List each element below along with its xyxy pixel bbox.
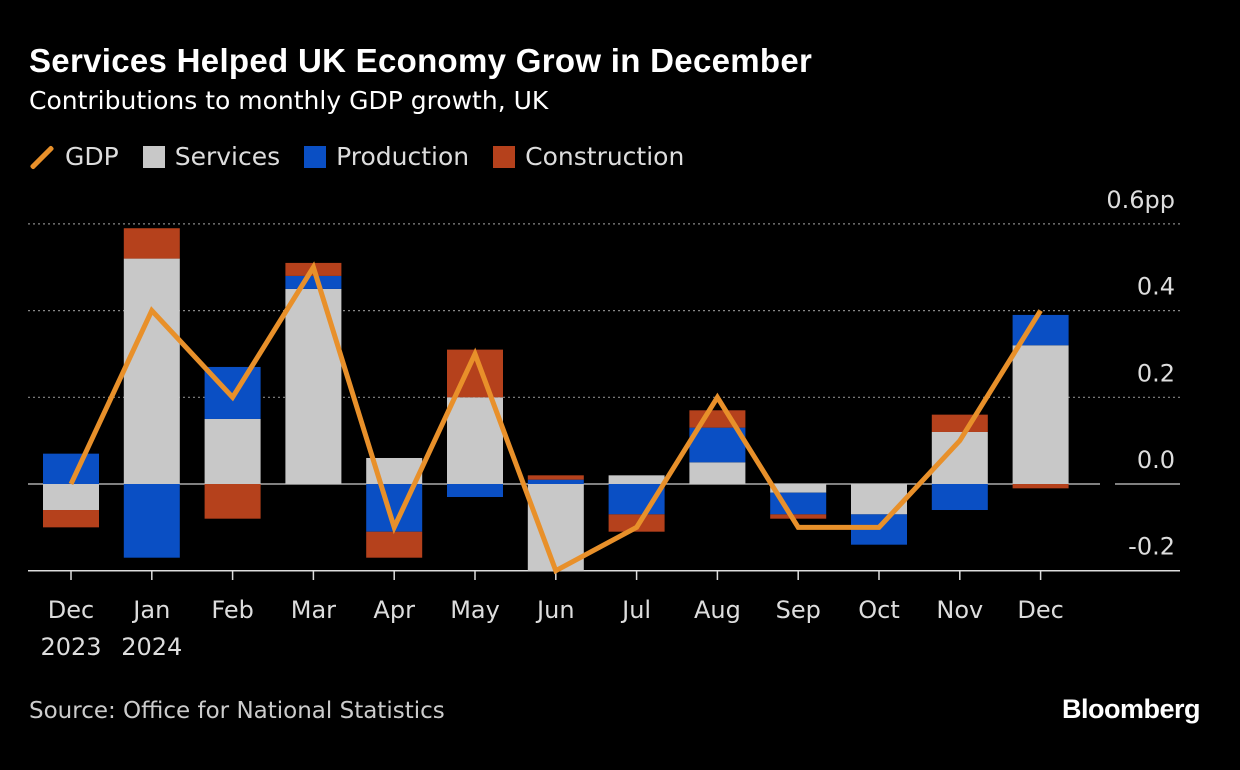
x-tick-label: Mar (291, 596, 336, 624)
chart-title: Services Helped UK Economy Grow in Decem… (29, 42, 813, 79)
bar-services (123, 258, 180, 484)
x-tick-label: Feb (211, 596, 254, 624)
bar-production (931, 484, 988, 511)
legend-item-construction: Construction (493, 142, 684, 171)
bar-construction (204, 484, 261, 519)
x-tick-label: Jan (131, 596, 170, 624)
y-tick-label: -0.2 (1128, 533, 1175, 561)
bar-production (527, 479, 584, 484)
legend-item-gdp: GDP (29, 142, 119, 171)
bar-services (770, 484, 827, 493)
bar-production (447, 484, 503, 498)
x-tick-label: Jun (535, 596, 575, 624)
y-tick-label: 0.6pp (1106, 186, 1175, 214)
bar-services (689, 462, 746, 484)
legend-label: Services (174, 142, 281, 171)
y-tick-label: 0.0 (1137, 446, 1175, 474)
bar-construction (366, 531, 423, 558)
y-tick-label: 0.2 (1137, 359, 1175, 387)
legend-item-production: Production (304, 142, 469, 171)
x-tick-label: Aug (694, 596, 741, 624)
bloomberg-logo: Bloomberg (1061, 694, 1201, 724)
bar-production (285, 275, 342, 289)
bar-services (447, 397, 503, 484)
bar-services (43, 484, 99, 511)
x-tick-label: Sep (776, 596, 821, 624)
y-tick-label: 0.4 (1137, 273, 1175, 301)
x-tick-year-label: 2023 (40, 633, 101, 661)
x-tick-year-label: 2024 (121, 633, 182, 661)
bar-construction (527, 475, 584, 480)
x-tick-label: Jul (620, 596, 651, 624)
x-tick-label: Oct (858, 596, 900, 624)
legend: GDP Services Production Construction (29, 142, 708, 171)
bar-production (123, 484, 180, 558)
bar-construction (123, 228, 180, 259)
legend-swatch (142, 145, 165, 168)
legend-swatch (493, 145, 516, 168)
source-note: Source: Office for National Statistics (29, 698, 445, 724)
bar-services (608, 475, 665, 484)
bar-services (1012, 345, 1069, 484)
gdp-line (68, 261, 1043, 575)
x-tick-label: Dec (48, 596, 94, 624)
bar-services (285, 288, 342, 484)
bar-construction (931, 414, 988, 432)
x-tick-label: Nov (936, 596, 983, 624)
bar-construction (1012, 484, 1069, 489)
x-tick-label: Apr (373, 596, 415, 624)
x-tick-label: May (450, 596, 500, 624)
chart-subtitle: Contributions to monthly GDP growth, UK (29, 86, 549, 115)
legend-swatch (304, 145, 327, 168)
legend-label: Production (336, 142, 470, 171)
bar-construction (43, 510, 99, 528)
bar-services (204, 418, 261, 484)
bar-construction (770, 514, 827, 519)
bar-production (689, 427, 746, 463)
x-tick-label: Dec (1017, 596, 1063, 624)
legend-label: Construction (525, 142, 685, 171)
legend-label: GDP (65, 142, 119, 171)
legend-item-services: Services (142, 142, 281, 171)
